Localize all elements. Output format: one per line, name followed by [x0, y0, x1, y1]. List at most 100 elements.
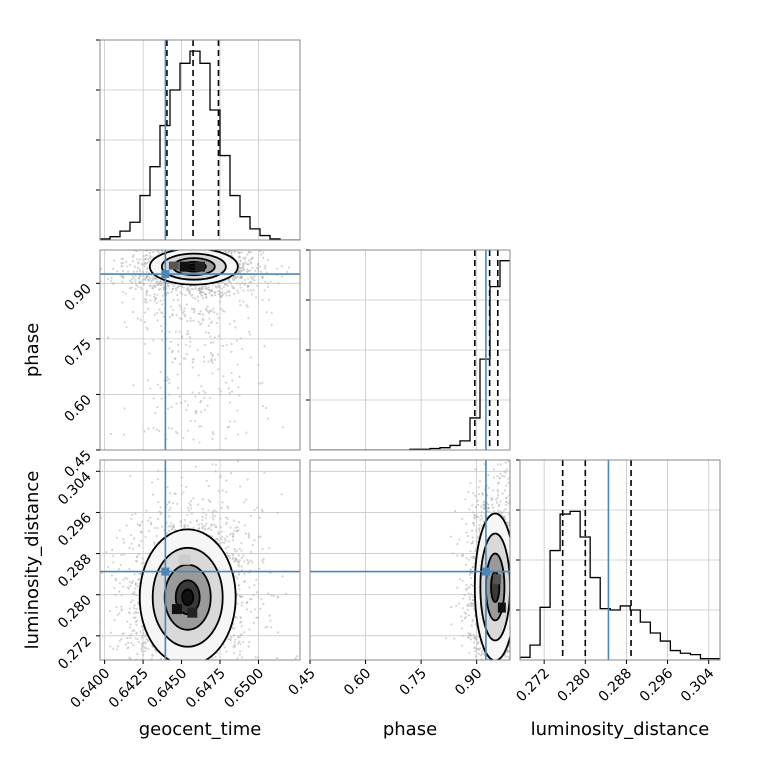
- sample-point: [176, 697, 178, 699]
- sample-point: [110, 276, 113, 280]
- density-contour: [181, 588, 195, 607]
- sample-point: [114, 579, 118, 582]
- sample-point: [183, 313, 186, 316]
- sample-point: [225, 381, 228, 384]
- sample-point: [210, 528, 213, 531]
- sample-point: [202, 511, 205, 514]
- sample-point: [151, 279, 154, 282]
- sample-point: [110, 279, 113, 283]
- sample-point: [230, 245, 232, 247]
- sample-point: [236, 409, 239, 412]
- sample-point: [499, 500, 502, 503]
- sample-point: [209, 669, 211, 671]
- sample-point: [197, 374, 200, 377]
- sample-point: [228, 554, 231, 558]
- sample-point: [468, 508, 471, 511]
- sample-point: [128, 611, 131, 614]
- sample-point: [186, 329, 189, 333]
- sample-point: [224, 539, 227, 542]
- sample-point: [147, 647, 150, 651]
- sample-point: [145, 509, 148, 512]
- sample-point: [499, 692, 501, 694]
- sample-point: [166, 407, 170, 410]
- sample-point: [247, 259, 251, 262]
- sample-point: [502, 701, 504, 703]
- sample-point: [100, 516, 103, 520]
- sample-point: [497, 671, 499, 673]
- sample-point: [471, 504, 474, 507]
- sample-point: [141, 557, 144, 560]
- sample-point: [231, 554, 235, 557]
- sample-point: [258, 382, 262, 385]
- sample-point: [237, 386, 240, 389]
- sample-point: [511, 565, 513, 567]
- sample-point: [117, 568, 121, 571]
- sample-point: [250, 257, 253, 260]
- sample-point: [190, 686, 192, 688]
- sample-point: [115, 606, 118, 609]
- sample-point: [201, 525, 204, 528]
- sample-point: [280, 265, 283, 268]
- sample-point: [182, 310, 186, 313]
- sample-point: [210, 294, 213, 297]
- sample-point: [176, 228, 178, 230]
- sample-point: [160, 339, 164, 342]
- sample-point: [130, 641, 133, 645]
- sample-point: [198, 425, 201, 428]
- sample-point: [131, 548, 135, 551]
- sample-point: [207, 360, 210, 363]
- sample-point: [512, 605, 514, 607]
- sample-point: [136, 285, 139, 288]
- sample-point: [120, 637, 123, 641]
- sample-point: [487, 503, 490, 506]
- sample-point: [512, 571, 514, 573]
- sample-point: [246, 478, 249, 481]
- sample-point: [129, 623, 132, 626]
- panel-frame: [99, 39, 301, 241]
- sample-point: [152, 493, 155, 496]
- sample-point: [166, 673, 168, 675]
- sample-point: [196, 295, 199, 298]
- sample-point: [184, 357, 187, 360]
- sample-point: [198, 441, 201, 444]
- sample-point: [225, 551, 228, 555]
- sample-point: [169, 668, 171, 670]
- sample-point: [143, 265, 146, 268]
- sample-point: [151, 276, 154, 279]
- sample-point: [474, 650, 477, 653]
- sample-point: [116, 613, 119, 617]
- sample-point: [225, 491, 228, 494]
- sample-point: [472, 565, 475, 569]
- sample-point: [233, 420, 236, 423]
- sample-point: [249, 289, 252, 292]
- sample-point: [182, 688, 184, 690]
- sample-point: [144, 642, 147, 645]
- sample-point: [168, 245, 170, 247]
- sample-point: [232, 539, 235, 542]
- sample-point: [264, 626, 267, 629]
- sample-point: [449, 442, 451, 444]
- sample-point: [125, 524, 128, 527]
- sample-point: [160, 397, 163, 400]
- sample-point: [125, 325, 128, 329]
- sample-point: [240, 269, 244, 272]
- sample-point: [176, 432, 179, 435]
- sample-point: [490, 681, 492, 683]
- sample-point: [169, 667, 171, 669]
- sample-point: [115, 536, 118, 539]
- sample-point: [257, 656, 260, 659]
- sample-point: [481, 665, 483, 667]
- sample-point: [249, 251, 253, 254]
- sample-point: [134, 582, 137, 585]
- sample-point: [165, 663, 167, 665]
- sample-point: [229, 526, 232, 529]
- sample-point: [91, 250, 93, 252]
- sample-point: [476, 642, 480, 645]
- sample-point: [491, 506, 495, 509]
- sample-point: [216, 662, 218, 664]
- sample-point: [150, 481, 154, 484]
- sample-point: [247, 251, 251, 254]
- sample-point: [234, 557, 237, 560]
- sample-point: [159, 506, 162, 509]
- sample-point: [128, 279, 132, 283]
